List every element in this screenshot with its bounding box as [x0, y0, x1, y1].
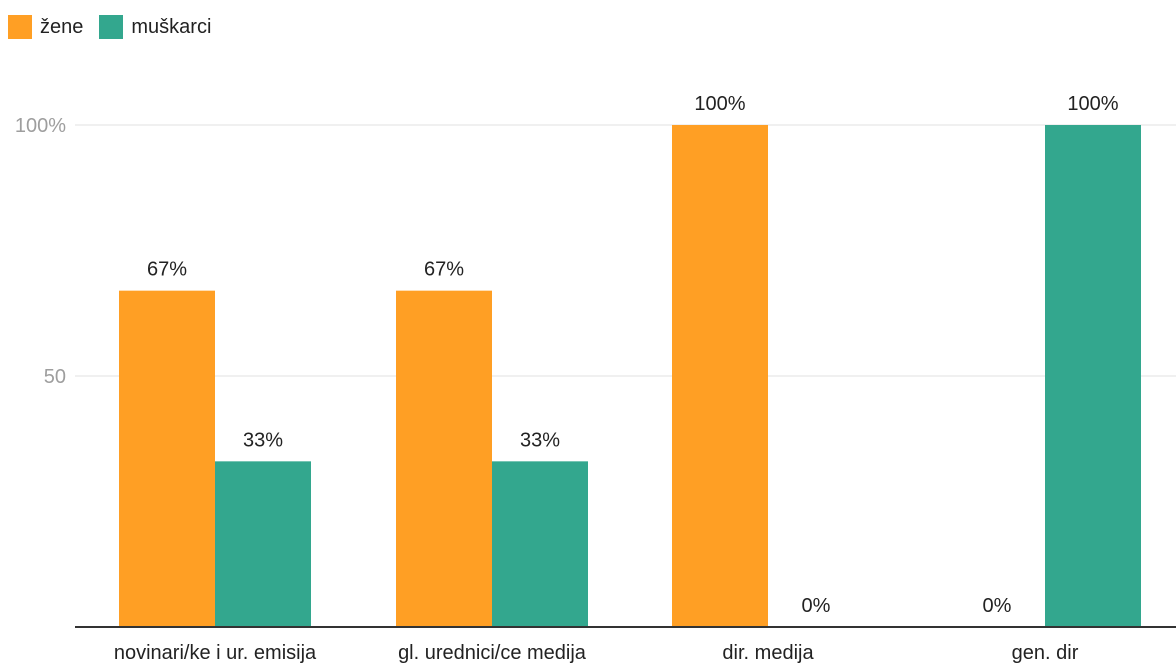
data-label-0-2: 100%: [694, 93, 745, 115]
y-tick-label-0: 50: [44, 366, 66, 388]
legend-swatch-muskarci: [99, 15, 124, 39]
data-label-1-3: 100%: [1067, 93, 1118, 115]
data-label-0-0: 67%: [147, 259, 187, 281]
bar-1-3: [1045, 125, 1141, 627]
legend-item-zene: žene: [8, 15, 83, 39]
bar-1-1: [492, 461, 588, 627]
bar-0-1: [396, 290, 492, 627]
legend-item-muskarci: muškarci: [99, 15, 211, 39]
x-tick-label-0: novinari/ke i ur. emisija: [114, 642, 317, 663]
bar-0-0: [119, 290, 215, 627]
x-tick-label-3: gen. dir: [1012, 642, 1079, 663]
y-tick-label-1: 100%: [15, 115, 66, 137]
data-label-0-1: 67%: [424, 259, 464, 281]
data-label-1-2: 0%: [802, 595, 831, 617]
data-label-0-3: 0%: [983, 595, 1012, 617]
legend-swatch-zene: [8, 15, 32, 39]
legend: žene muškarci: [8, 15, 217, 39]
x-tick-label-1: gl. urednici/ce medija: [398, 642, 587, 663]
x-tick-label-2: dir. medija: [722, 642, 814, 663]
bar-1-0: [215, 461, 311, 627]
bar-0-2: [672, 125, 768, 627]
data-label-1-0: 33%: [243, 429, 283, 451]
legend-label-zene: žene: [40, 15, 84, 38]
legend-label-muskarci: muškarci: [131, 15, 212, 38]
data-label-1-1: 33%: [520, 429, 560, 451]
